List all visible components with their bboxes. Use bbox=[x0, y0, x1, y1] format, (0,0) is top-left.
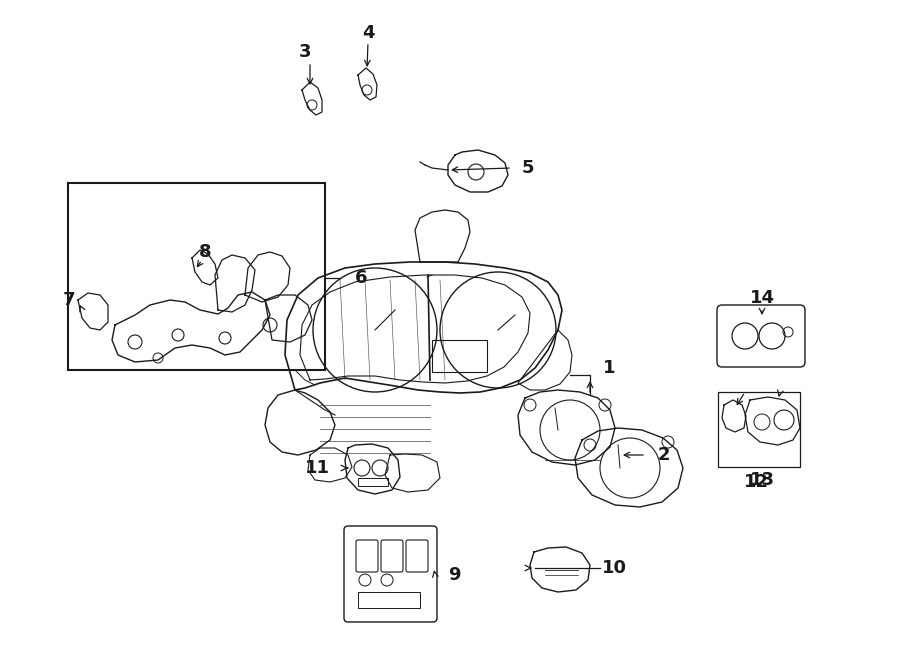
Text: 11: 11 bbox=[305, 459, 330, 477]
Text: 13: 13 bbox=[750, 471, 775, 489]
Text: 14: 14 bbox=[750, 289, 775, 307]
Bar bbox=[432, 340, 487, 372]
Text: 9: 9 bbox=[448, 566, 461, 584]
Text: 3: 3 bbox=[299, 43, 311, 61]
Bar bbox=[68, 183, 325, 370]
Text: 1: 1 bbox=[603, 359, 616, 377]
Text: 8: 8 bbox=[199, 243, 212, 261]
Text: 7: 7 bbox=[62, 291, 75, 309]
Text: 10: 10 bbox=[602, 559, 627, 577]
Text: 2: 2 bbox=[658, 446, 670, 464]
Bar bbox=[358, 592, 420, 608]
Bar bbox=[718, 392, 800, 467]
Text: 5: 5 bbox=[522, 159, 535, 177]
Text: 6: 6 bbox=[355, 269, 367, 287]
Bar bbox=[358, 478, 388, 486]
Text: 4: 4 bbox=[362, 24, 374, 42]
Text: 12: 12 bbox=[743, 473, 769, 491]
